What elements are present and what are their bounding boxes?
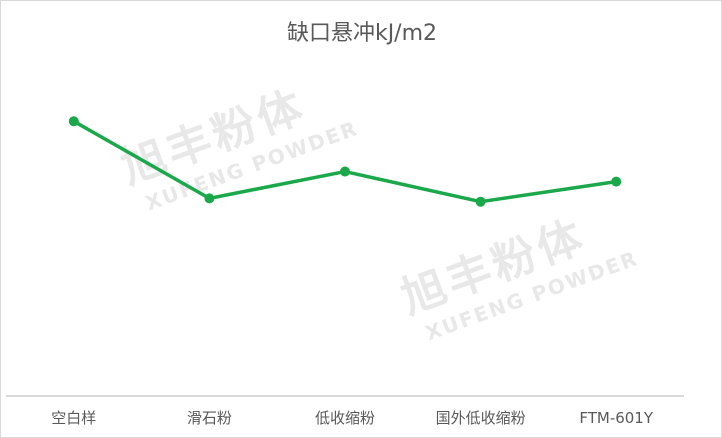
x-tick-label: 空白样	[51, 409, 96, 427]
x-tick-label: 国外低收缩粉	[436, 409, 526, 427]
x-tick-label: 滑石粉	[187, 409, 232, 427]
chart-title: 缺口悬冲kJ/m2	[286, 21, 438, 46]
x-tick-label: FTM-601Y	[579, 409, 654, 427]
data-point	[68, 116, 79, 127]
data-point	[475, 196, 486, 207]
data-point	[204, 193, 215, 204]
series-line	[72, 119, 617, 204]
data-point	[611, 176, 622, 187]
data-point	[340, 166, 350, 177]
x-tick-label: 低收缩粉	[315, 409, 375, 427]
